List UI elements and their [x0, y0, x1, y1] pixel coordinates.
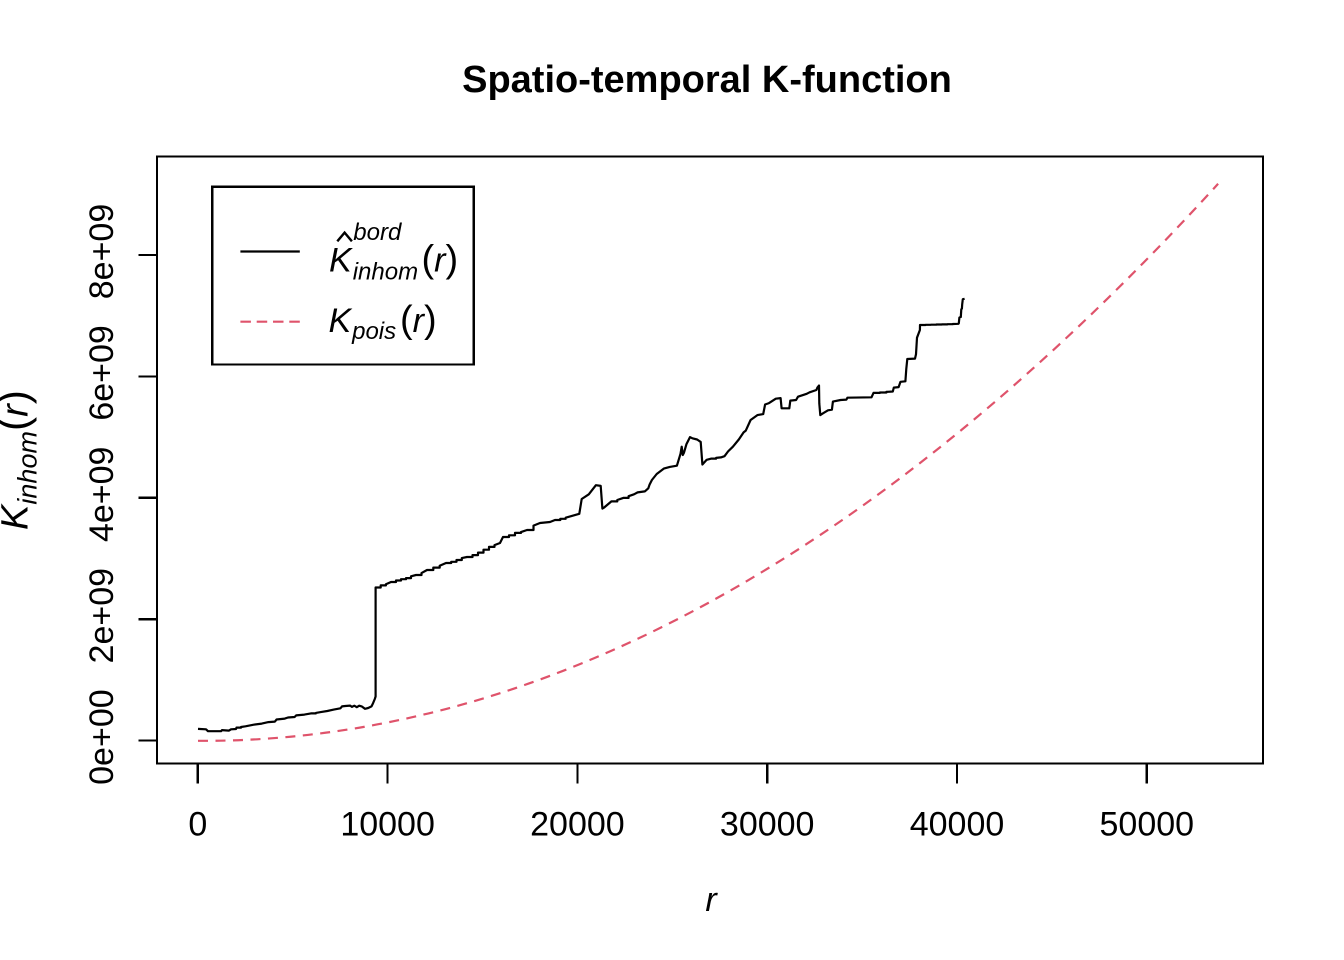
svg-text:40000: 40000 — [910, 806, 1005, 844]
svg-text:0: 0 — [188, 806, 207, 844]
svg-text:K: K — [329, 302, 353, 340]
svg-text:(r): (r) — [422, 239, 459, 281]
svg-text:(r): (r) — [400, 299, 437, 341]
svg-text:50000: 50000 — [1100, 806, 1195, 844]
svg-text:pois: pois — [351, 318, 396, 345]
svg-text:10000: 10000 — [340, 806, 435, 844]
svg-text:inhom: inhom — [353, 259, 418, 286]
svg-text:K: K — [329, 242, 353, 280]
svg-text:6e+09: 6e+09 — [83, 325, 121, 421]
svg-text:2e+09: 2e+09 — [83, 568, 121, 664]
svg-text:0e+00: 0e+00 — [83, 689, 121, 785]
svg-text:Kinhom(r): Kinhom(r) — [0, 390, 43, 530]
svg-text:4e+09: 4e+09 — [83, 447, 121, 543]
svg-text:8e+09: 8e+09 — [83, 204, 121, 300]
svg-text:20000: 20000 — [530, 806, 625, 844]
svg-text:r: r — [705, 881, 718, 919]
svg-text:Spatio-temporal K-function: Spatio-temporal K-function — [462, 59, 952, 101]
svg-text:30000: 30000 — [720, 806, 815, 844]
svg-text:bord: bord — [353, 219, 402, 246]
